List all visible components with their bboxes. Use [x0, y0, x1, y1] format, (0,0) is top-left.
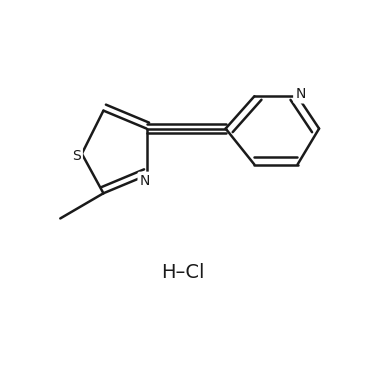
Text: N: N: [295, 88, 306, 101]
Text: N: N: [296, 88, 305, 101]
Text: H–Cl: H–Cl: [161, 263, 204, 282]
Text: N: N: [140, 174, 149, 187]
Text: S: S: [72, 149, 81, 162]
Text: S: S: [73, 149, 80, 162]
Text: N: N: [139, 174, 150, 188]
